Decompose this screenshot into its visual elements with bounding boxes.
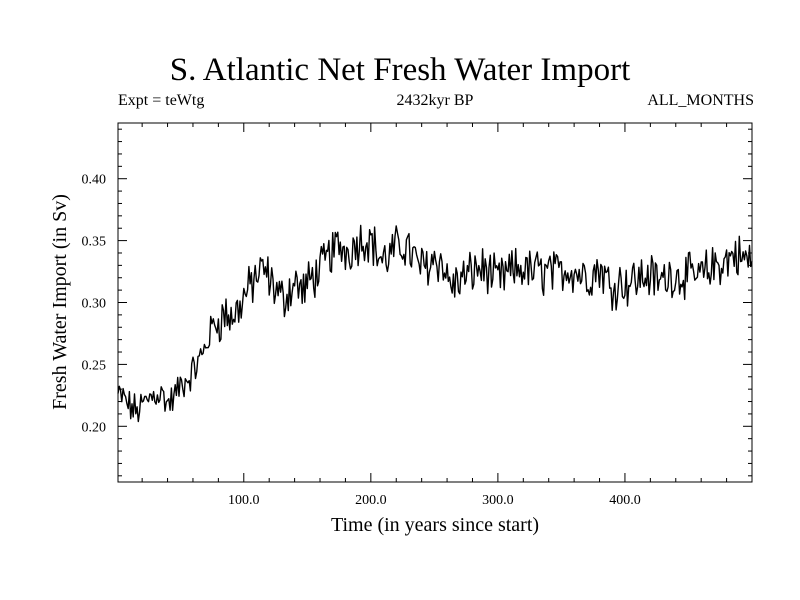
x-tick-label: 300.0	[482, 493, 514, 508]
months-label: ALL_MONTHS	[647, 92, 754, 109]
y-tick-label: 0.40	[82, 173, 107, 188]
x-axis-label: Time (in years since start)	[331, 514, 539, 536]
x-axis: 100.0 200.0 300.0 400.0	[141, 123, 728, 508]
y-axis: 0.20 0.25 0.30 0.35 0.40	[82, 128, 752, 477]
y-tick-label: 0.25	[82, 358, 107, 373]
period-label: 2432kyr BP	[396, 92, 474, 109]
x-tick-label: 400.0	[609, 493, 641, 508]
series-line-fresh-water-import	[117, 224, 753, 423]
experiment-label: Expt = teWtg	[118, 92, 205, 109]
y-tick-label: 0.20	[82, 420, 107, 435]
x-tick-label: 200.0	[355, 493, 387, 508]
y-tick-label: 0.35	[82, 235, 107, 250]
y-tick-label: 0.30	[82, 297, 107, 312]
plot-frame	[117, 122, 753, 483]
y-axis-label: Fresh Water Import (in Sv)	[49, 194, 71, 410]
x-tick-label: 100.0	[228, 493, 260, 508]
chart-title: S. Atlantic Net Fresh Water Import	[169, 52, 631, 88]
